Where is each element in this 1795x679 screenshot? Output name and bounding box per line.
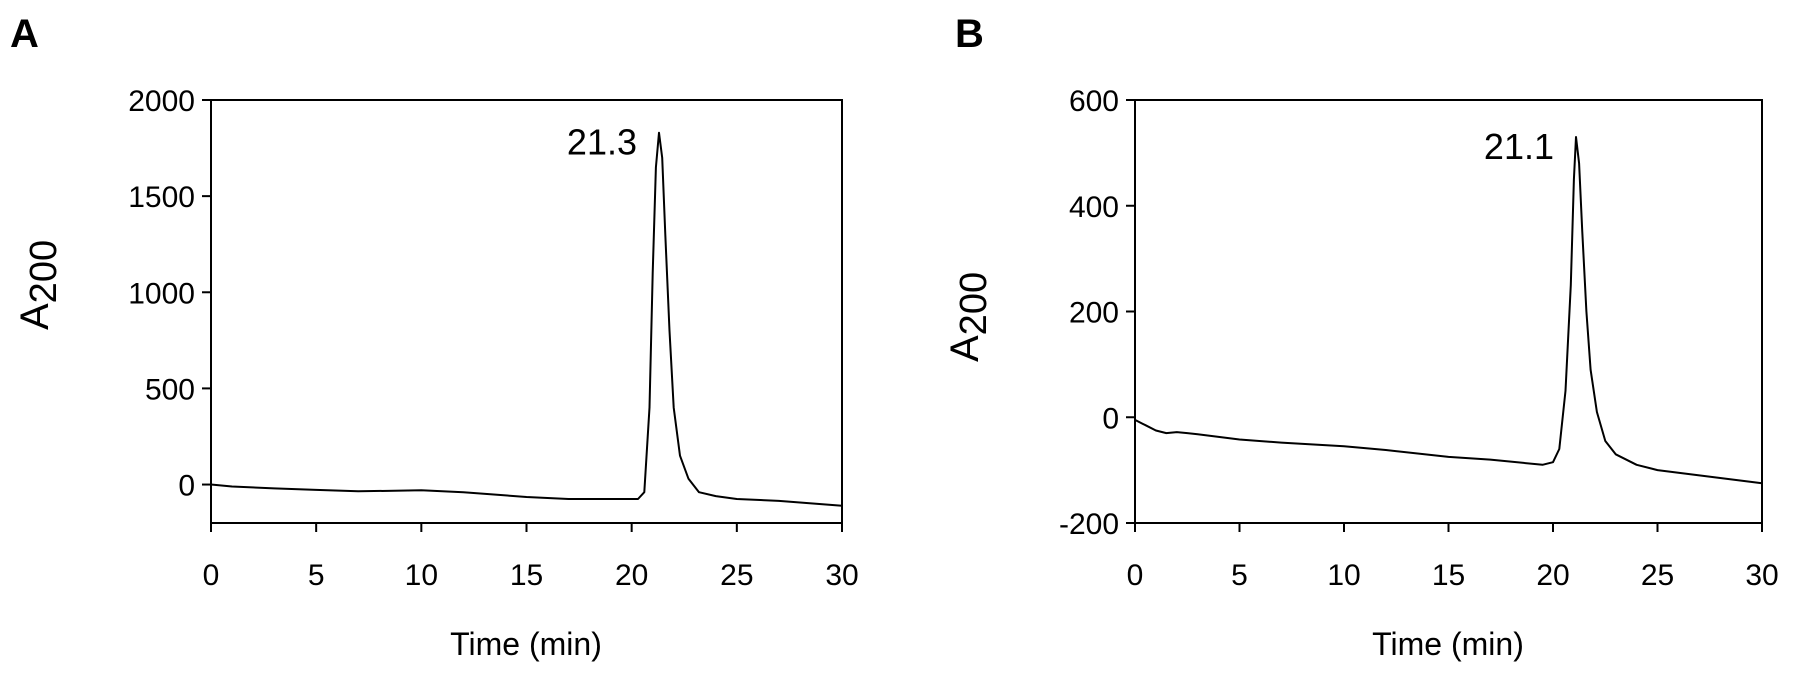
panel-b-y-axis-sub: 200 bbox=[953, 272, 995, 335]
panel-a-letter: A bbox=[10, 12, 39, 56]
panel-b-plot-frame bbox=[1134, 99, 1763, 524]
panel-a-trace bbox=[210, 131, 843, 507]
x-tick-label: 5 bbox=[308, 559, 325, 592]
panel-a-y-axis-title: A200 bbox=[13, 240, 65, 330]
x-tick-label: 0 bbox=[1127, 559, 1144, 592]
y-tick-label: -200 bbox=[1059, 508, 1119, 541]
panel-a-plot-frame bbox=[210, 99, 843, 524]
x-tick-label: 30 bbox=[1745, 559, 1778, 592]
y-tick-label: 1000 bbox=[128, 277, 195, 310]
x-tick-label: 10 bbox=[405, 559, 438, 592]
x-tick-label: 25 bbox=[1641, 559, 1674, 592]
panel-b-y-axis-main: A bbox=[943, 335, 987, 362]
y-tick-label: 0 bbox=[1102, 402, 1119, 435]
panel-a-y-axis-sub: 200 bbox=[23, 240, 65, 303]
panel-a-x-axis-title: Time (min) bbox=[450, 626, 602, 662]
panel-b-peak-label: 21.1 bbox=[1484, 126, 1554, 167]
panel-b-x-axis-title: Time (min) bbox=[1372, 626, 1524, 662]
x-tick-label: 25 bbox=[720, 559, 753, 592]
panel-a-x-tick-labels: 0 5 10 15 20 25 30 bbox=[203, 559, 859, 592]
panel-a-y-tick-labels: 0 500 1000 1500 2000 bbox=[128, 85, 195, 503]
panel-a-y-axis-main: A bbox=[13, 303, 57, 330]
y-tick-label: 500 bbox=[145, 373, 195, 406]
x-tick-label: 15 bbox=[1432, 559, 1465, 592]
y-tick-label: 600 bbox=[1069, 85, 1119, 118]
panel-b-y-tick-labels: -200 0 200 400 600 bbox=[1059, 85, 1119, 541]
x-tick-label: 20 bbox=[615, 559, 648, 592]
panel-b-y-axis-title: A200 bbox=[943, 272, 995, 362]
y-tick-label: 400 bbox=[1069, 191, 1119, 224]
panel-a: A 0 500 1000 1500 2000 0 5 10 15 20 25 30 21.3 Tim… bbox=[10, 12, 859, 662]
panel-a-tick-marks bbox=[202, 99, 843, 532]
panel-b-trace bbox=[1134, 136, 1763, 485]
panel-a-peak-label: 21.3 bbox=[567, 122, 637, 163]
y-tick-label: 200 bbox=[1069, 297, 1119, 330]
x-tick-label: 30 bbox=[825, 559, 858, 592]
panel-b-letter: B bbox=[955, 12, 984, 56]
x-tick-label: 15 bbox=[510, 559, 543, 592]
x-tick-label: 5 bbox=[1231, 559, 1248, 592]
y-tick-label: 0 bbox=[178, 470, 195, 503]
x-tick-label: 0 bbox=[203, 559, 220, 592]
y-tick-label: 2000 bbox=[128, 85, 195, 118]
panel-b-x-tick-labels: 0 5 10 15 20 25 30 bbox=[1127, 559, 1779, 592]
y-tick-label: 1500 bbox=[128, 181, 195, 214]
x-tick-label: 20 bbox=[1536, 559, 1569, 592]
x-tick-label: 10 bbox=[1327, 559, 1360, 592]
panel-b-tick-marks bbox=[1126, 99, 1763, 532]
